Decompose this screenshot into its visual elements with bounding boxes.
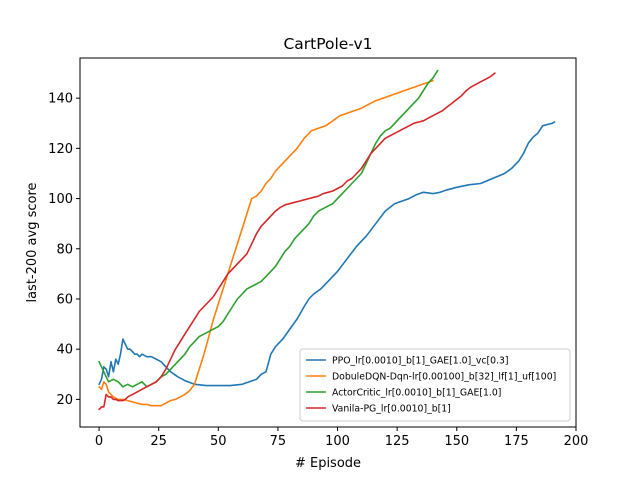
legend: PPO_lr[0.0010]_b[1]_GAE[1.0]_vc[0.3] Dobu… [299,348,571,422]
chart-title: CartPole-v1 [283,35,372,53]
series-line-3 [98,72,496,411]
x-tick-label: 0 [95,434,103,449]
y-tick-label: 120 [48,142,73,157]
x-tick-label: 125 [385,434,410,449]
axes-frame [79,57,577,428]
x-axis-ticks: 0 25 50 75 100 125 150 175 200 [95,427,588,449]
series-line-2 [98,69,439,388]
x-tick-label: 75 [270,434,287,449]
legend-label-0: PPO_lr[0.0010]_b[1]_GAE[1.0]_vc[0.3] [332,355,509,366]
legend-label-1: DobuleDQN-Dqn-lr[0.00100]_b[32]_lf[1]_uf… [332,371,556,382]
series-line-1 [98,79,434,407]
x-tick-label: 175 [504,434,529,449]
y-tick-label: 20 [56,393,73,408]
legend-box [299,348,571,422]
legend-label-3: Vanila-PG_lr[0.0010]_b[1] [332,403,451,414]
y-tick-label: 80 [56,242,73,257]
y-axis-ticks: 20 40 60 80 100 120 140 [48,92,80,408]
y-tick-label: 40 [56,343,73,358]
y-axis-title: last-200 avg score [25,182,40,302]
series-line-0 [98,121,556,387]
x-axis-title: # Episode [295,456,361,471]
plot-lines [98,69,556,411]
legend-label-2: ActorCritic_lr[0.0010]_b[1]_GAE[1.0] [332,387,501,398]
x-tick-label: 25 [150,434,167,449]
y-tick-label: 100 [48,192,73,207]
x-tick-label: 50 [210,434,227,449]
x-tick-label: 200 [564,434,589,449]
x-tick-label: 100 [325,434,350,449]
x-tick-label: 150 [444,434,469,449]
y-tick-label: 140 [48,92,73,107]
y-tick-label: 60 [56,292,73,307]
